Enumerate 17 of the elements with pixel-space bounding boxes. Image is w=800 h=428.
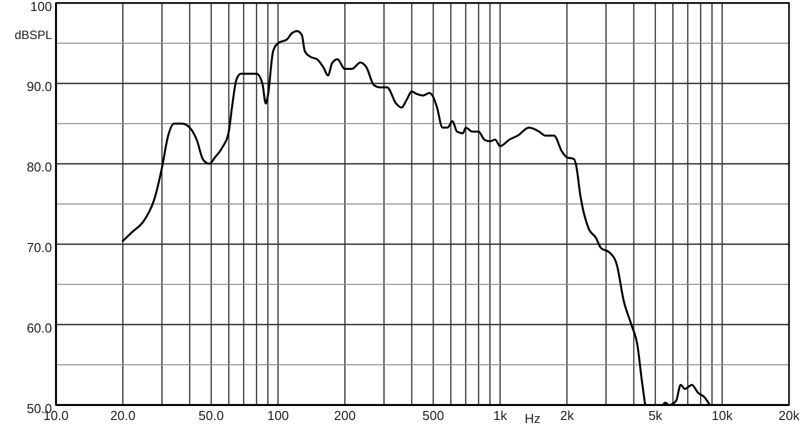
x-tick-label: 20k (778, 408, 800, 424)
y-tick-label: 100 (30, 0, 52, 14)
x-tick-label: 1k (493, 408, 508, 424)
x-tick-label: 20.0 (110, 408, 136, 424)
x-tick-label: 50.0 (198, 408, 224, 424)
x-tick-label: 100 (267, 408, 289, 424)
y-axis-title: dBSPL (14, 28, 52, 42)
y-tick-label: 80.0 (26, 160, 52, 175)
y-tick-label: 90.0 (26, 79, 52, 94)
y-tick-label: 60.0 (26, 320, 52, 336)
y-tick-label: 70.0 (26, 240, 52, 255)
x-tick-label: 5k (648, 408, 663, 424)
x-tick-label: 2k (560, 408, 574, 424)
x-tick-label: 200 (334, 408, 356, 424)
x-tick-label: 10k (712, 408, 734, 424)
x-axis-title: Hz (524, 411, 540, 426)
x-tick-label: 500 (422, 408, 444, 424)
